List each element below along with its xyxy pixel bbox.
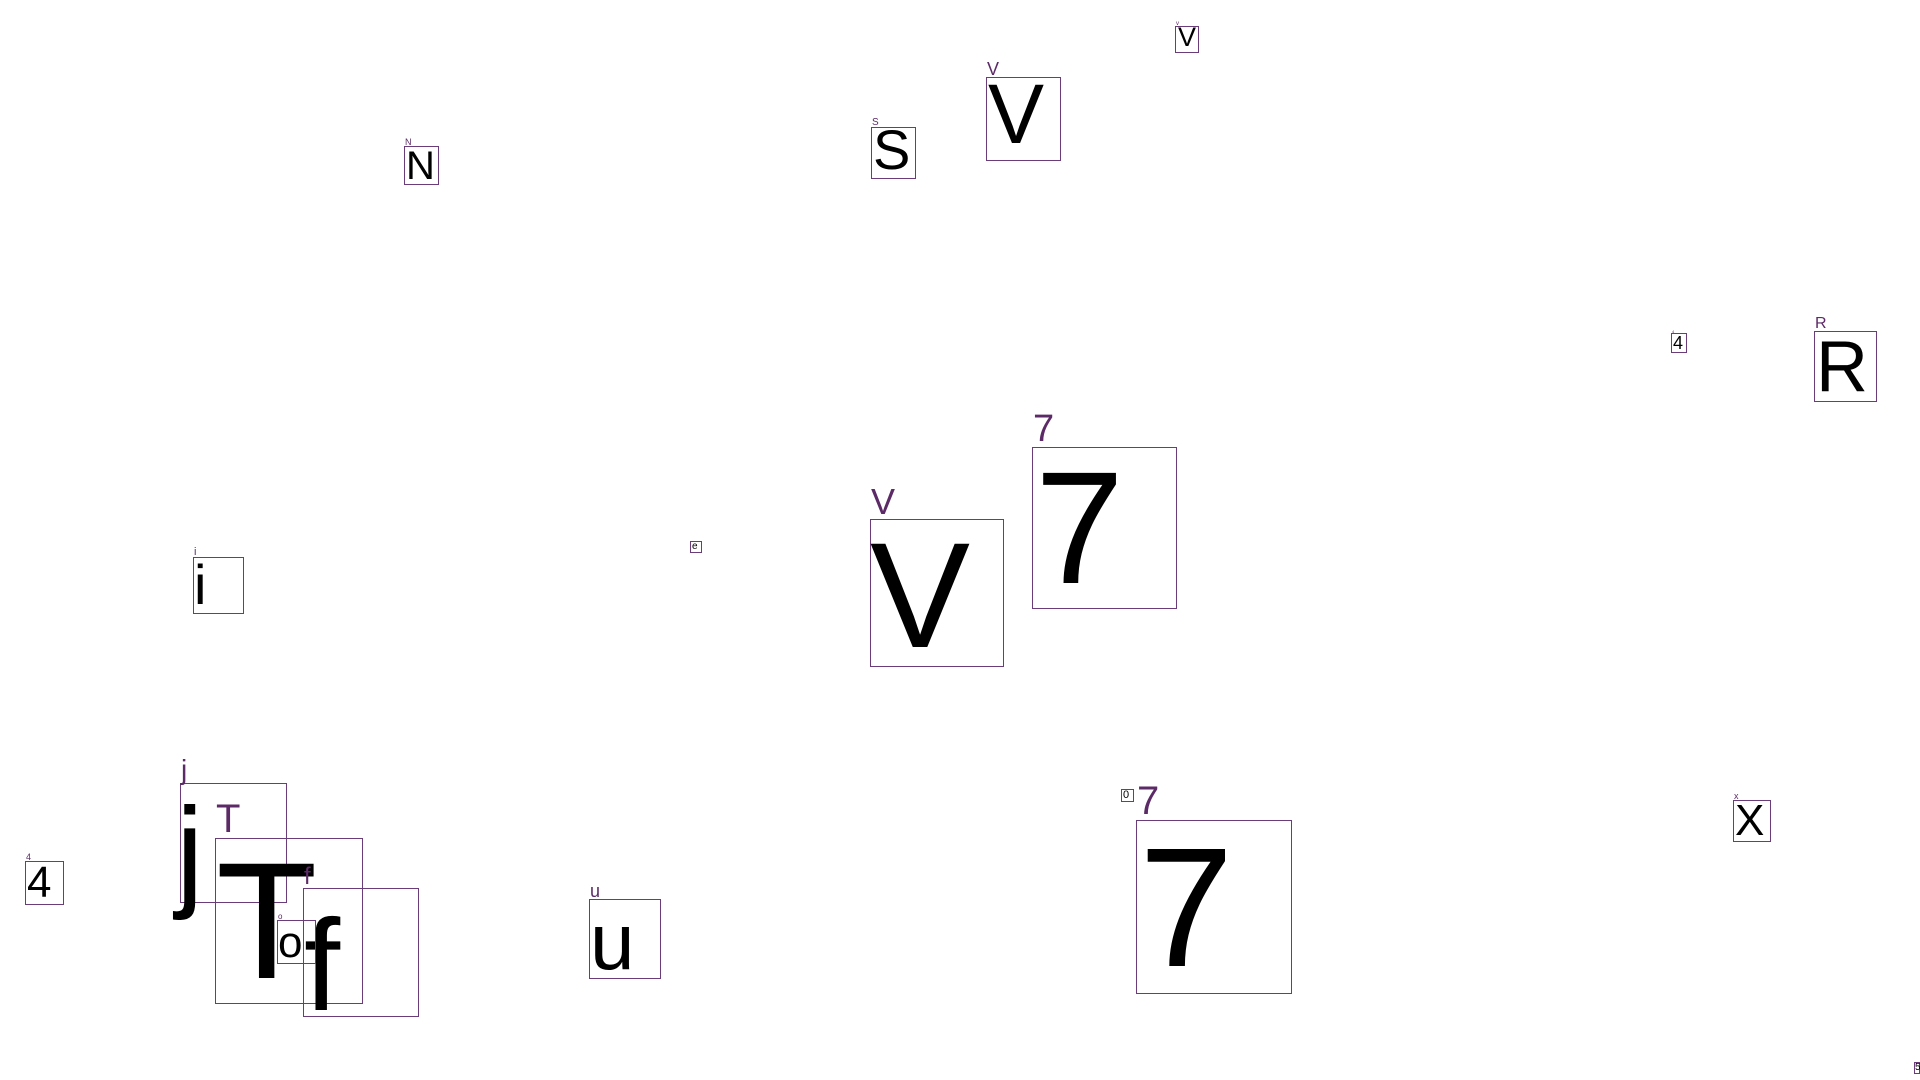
glyph-tag: v	[1176, 21, 1179, 27]
glyph-box-7-bottom: 7 7	[1136, 781, 1292, 1003]
glyph-box-r: R R	[1814, 316, 1877, 407]
glyph-char: V	[988, 67, 1045, 161]
glyph-tag: V	[871, 481, 896, 522]
glyph-char: f	[304, 892, 341, 1038]
glyph-char: o	[278, 918, 303, 967]
glyph-tag: N	[405, 137, 412, 147]
glyph-tag: f	[304, 863, 311, 890]
glyph-char: T	[216, 829, 318, 1014]
glyph-box-x: x X	[1733, 792, 1771, 845]
glyph-box-v-top: V V	[986, 60, 1061, 161]
glyph-char: 5	[1915, 1062, 1920, 1073]
glyph-box-5-edge: 5	[1914, 1062, 1920, 1074]
glyph-tag: T	[216, 797, 241, 841]
glyph-char: X	[1735, 796, 1765, 845]
glyph-box-t: T T	[215, 799, 363, 1014]
glyph-tag: 7	[1033, 408, 1055, 450]
glyph-box-f: f f	[303, 865, 419, 1030]
glyph-char: 7	[1139, 813, 1234, 1003]
glyph-char: S	[873, 118, 911, 181]
glyph-box-0-tiny: 0	[1121, 789, 1134, 802]
glyph-tag: 4	[1672, 329, 1675, 334]
glyph-char: e	[692, 541, 698, 552]
glyph-box-4-left: 4 4	[25, 853, 64, 907]
glyph-tag: S	[872, 117, 879, 128]
glyph-box-7-center: 7 7	[1032, 410, 1177, 617]
glyph-tag: V	[987, 59, 1000, 79]
glyph-box-e-tiny: e	[690, 541, 702, 553]
glyph-box-u: u u	[589, 882, 661, 986]
glyph-box-o: o o	[277, 913, 316, 967]
glyph-char: R	[1816, 327, 1868, 407]
glyph-tag: j	[181, 754, 188, 785]
glyph-tag: u	[590, 881, 601, 901]
glyph-char: 0	[1123, 789, 1130, 801]
glyph-tag: R	[1815, 315, 1827, 332]
glyph-tag: 4	[26, 852, 32, 862]
glyph-box-v-small-top: v V	[1175, 21, 1199, 53]
glyph-tag: i	[194, 546, 197, 558]
glyph-char: 4	[1673, 333, 1684, 353]
glyph-box-j: j j	[176, 756, 287, 914]
glyph-char: j	[176, 783, 204, 921]
glyph-box-4-small: 4 4	[1671, 329, 1687, 353]
glyph-char: N	[406, 144, 435, 188]
glyph-char: u	[590, 897, 635, 986]
glyph-box-v-center: V V	[870, 484, 1004, 679]
glyph-box-i: i i	[193, 547, 244, 616]
glyph-box-n: N N	[404, 138, 439, 188]
glyph-box-s: S S	[871, 118, 916, 179]
glyph-char: 4	[27, 858, 52, 907]
glyph-char: i	[194, 553, 207, 616]
glyph-char: V	[870, 511, 971, 679]
glyph-char: 7	[1035, 438, 1124, 617]
glyph-char: V	[1178, 22, 1197, 52]
glyph-tag: o	[278, 912, 283, 921]
glyph-tag: x	[1734, 791, 1739, 801]
glyph-tag: 7	[1137, 779, 1160, 823]
